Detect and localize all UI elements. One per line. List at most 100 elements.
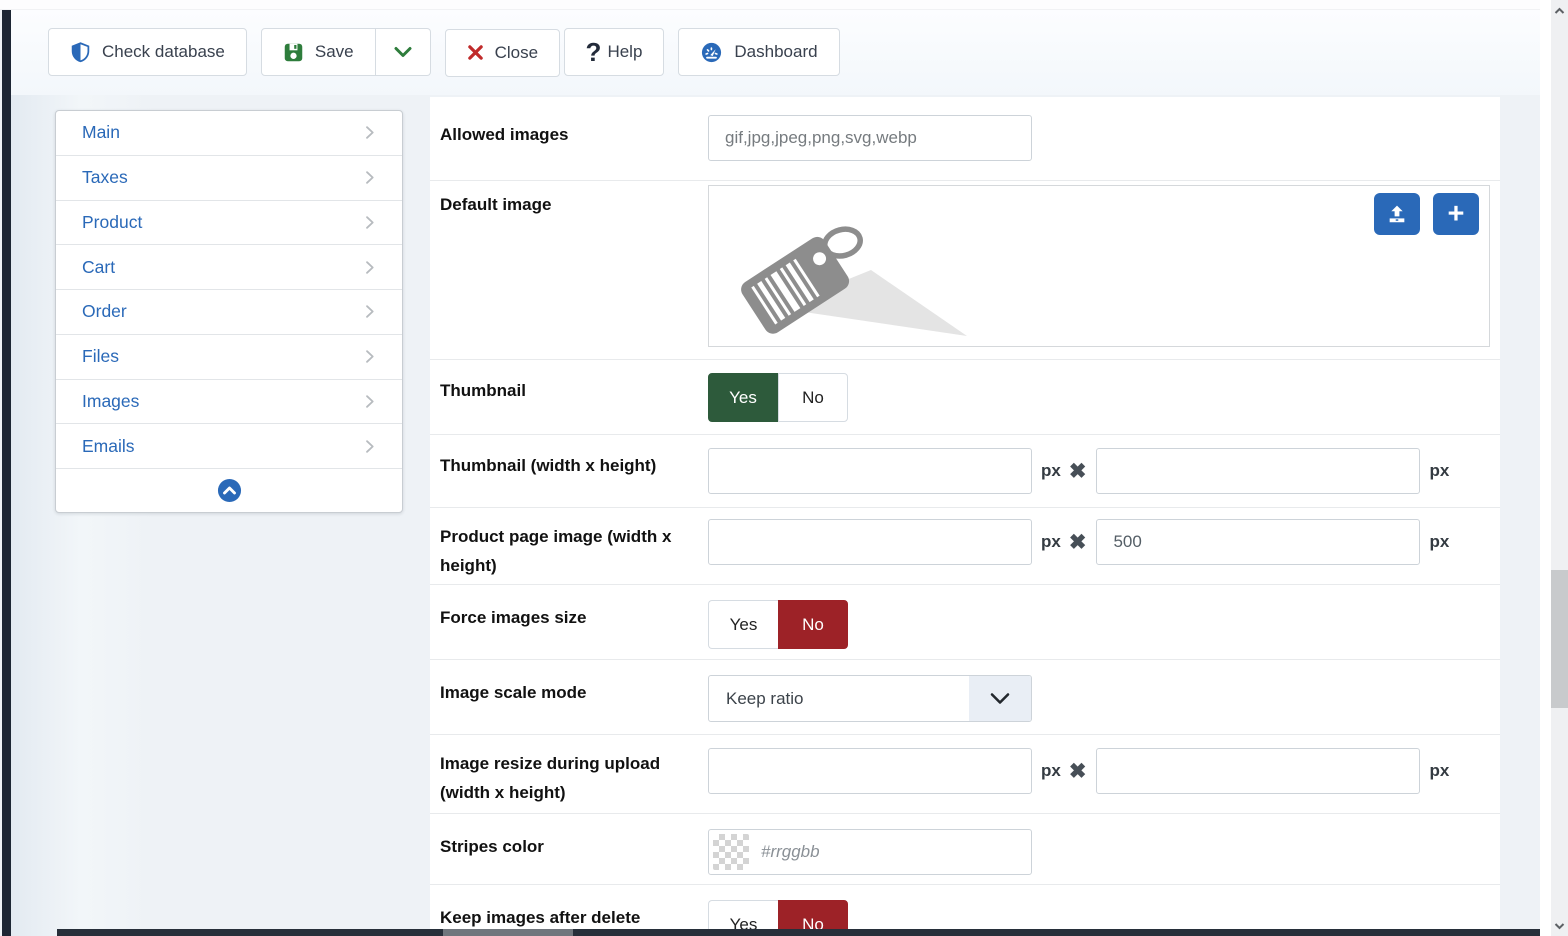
chevron-right-icon (366, 260, 374, 274)
thumbnail-width-input[interactable] (708, 448, 1032, 494)
horizontal-scrollbar[interactable] (57, 929, 1540, 936)
px-unit-label: px (1429, 532, 1450, 551)
save-label: Save (314, 42, 354, 61)
force-images-size-toggle: Yes No (708, 600, 848, 649)
sidebar-item-images[interactable]: Images (56, 380, 402, 425)
sidebar-item-emails[interactable]: Emails (56, 424, 402, 469)
scrollbar-thumb[interactable] (1551, 570, 1568, 708)
sidebar-item-label: Main (82, 122, 120, 143)
default-image-preview: + (708, 185, 1490, 347)
field-label: Keep images after delete (440, 908, 641, 927)
chevron-up-icon (1554, 7, 1565, 14)
sidebar-item-product[interactable]: Product (56, 201, 402, 246)
resize-width-input[interactable] (708, 748, 1032, 794)
chevron-down-icon (990, 692, 1010, 704)
sidebar-item-cart[interactable]: Cart (56, 245, 402, 290)
multiply-icon: ✖ (1068, 459, 1087, 483)
add-image-button[interactable]: + (1433, 193, 1479, 235)
stripes-color-field (708, 829, 1032, 875)
row-default-image: Default image (430, 181, 1500, 360)
close-button[interactable]: Close (444, 28, 561, 77)
allowed-images-input[interactable] (708, 115, 1032, 161)
default-image-actions: + (1374, 193, 1479, 235)
field-label: Product page image (width x height) (440, 527, 672, 575)
field-label: Thumbnail (440, 381, 526, 400)
product-image-height-input[interactable] (1096, 519, 1421, 565)
sidebar-item-label: Emails (82, 435, 135, 456)
thumbnail-toggle: Yes No (708, 373, 848, 422)
field-label: Force images size (440, 608, 587, 627)
vertical-scrollbar[interactable] (1551, 0, 1568, 936)
sidebar-item-label: Product (82, 211, 143, 232)
sidebar-item-label: Order (82, 301, 127, 322)
sidebar-collapse-button[interactable] (56, 469, 402, 512)
multiply-icon: ✖ (1068, 530, 1087, 554)
save-icon (283, 42, 304, 63)
upload-icon (1389, 205, 1405, 223)
transparency-swatch[interactable] (713, 834, 749, 870)
images-settings-form: Allowed images Default image (430, 97, 1500, 936)
resize-height-input[interactable] (1096, 748, 1421, 794)
upload-image-button[interactable] (1374, 193, 1420, 235)
row-image-resize-upload: Image resize during upload (width x heig… (430, 735, 1500, 814)
help-label: Help (607, 42, 643, 61)
check-database-button[interactable]: Check database (48, 28, 247, 76)
px-unit-label: px (1041, 532, 1061, 551)
sidebar-item-order[interactable]: Order (56, 290, 402, 335)
sidebar-item-label: Taxes (82, 167, 128, 188)
product-image-width-input[interactable] (708, 519, 1032, 565)
row-stripes-color: Stripes color (430, 814, 1500, 885)
field-label: Stripes color (440, 837, 544, 856)
horizontal-scrollbar-thumb[interactable] (443, 929, 573, 936)
thumbnail-no-option[interactable]: No (778, 373, 848, 422)
chevron-right-icon (366, 395, 374, 408)
row-force-images-size: Force images size Yes No (430, 585, 1500, 660)
plus-icon: + (1447, 197, 1465, 230)
row-thumbnail-size: Thumbnail (width x height) px ✖ px (430, 435, 1500, 508)
price-tag-image (741, 226, 967, 336)
help-button[interactable]: ? Help (563, 28, 665, 76)
sidebar-item-label: Images (82, 390, 140, 411)
shield-icon (70, 41, 91, 63)
dashboard-button[interactable]: Dashboard (678, 28, 840, 76)
chevron-right-icon (366, 350, 374, 363)
sidebar-item-main[interactable]: Main (56, 111, 402, 156)
force-size-no-option[interactable]: No (778, 600, 848, 649)
save-button[interactable]: Save (260, 28, 376, 76)
field-label: Default image (440, 195, 552, 214)
window-right-edge (1540, 0, 1551, 936)
circle-chevron-up-icon (217, 478, 241, 503)
field-label: Image resize during upload (width x heig… (440, 754, 661, 802)
check-database-label: Check database (102, 42, 225, 61)
chevron-right-icon (366, 439, 374, 453)
window-top-strip (0, 0, 1540, 10)
save-options-dropdown[interactable] (375, 28, 431, 76)
close-icon (467, 44, 484, 61)
row-allowed-images: Allowed images (430, 97, 1500, 181)
save-split-button: Save (260, 28, 431, 76)
scroll-down-arrow[interactable] (1551, 917, 1568, 934)
sidebar-item-label: Cart (82, 256, 116, 277)
toolbar: Check database Save Close (48, 28, 840, 77)
sidebar-item-taxes[interactable]: Taxes (56, 156, 402, 201)
row-product-page-image: Product page image (width x height) px ✖… (430, 508, 1500, 585)
chevron-right-icon (366, 305, 374, 319)
select-caret-area (969, 676, 1031, 721)
question-mark-icon: ? (585, 37, 602, 67)
px-unit-label: px (1041, 761, 1061, 780)
close-help-group: Close ? Help (444, 28, 679, 77)
left-dark-edge (2, 10, 11, 936)
field-label: Image scale mode (440, 683, 587, 702)
thumbnail-height-input[interactable] (1096, 448, 1421, 494)
thumbnail-yes-option[interactable]: Yes (708, 373, 778, 422)
force-size-yes-option[interactable]: Yes (708, 600, 778, 649)
scroll-up-arrow[interactable] (1551, 2, 1568, 19)
gauge-icon (700, 41, 723, 64)
stripes-color-input[interactable] (708, 829, 1032, 875)
sidebar-item-files[interactable]: Files (56, 335, 402, 380)
chevron-down-icon (394, 46, 412, 58)
px-unit-label: px (1429, 761, 1450, 780)
image-scale-mode-select[interactable]: Keep ratio (708, 675, 1032, 722)
multiply-icon: ✖ (1068, 759, 1087, 783)
row-thumbnail: Thumbnail Yes No (430, 360, 1500, 435)
